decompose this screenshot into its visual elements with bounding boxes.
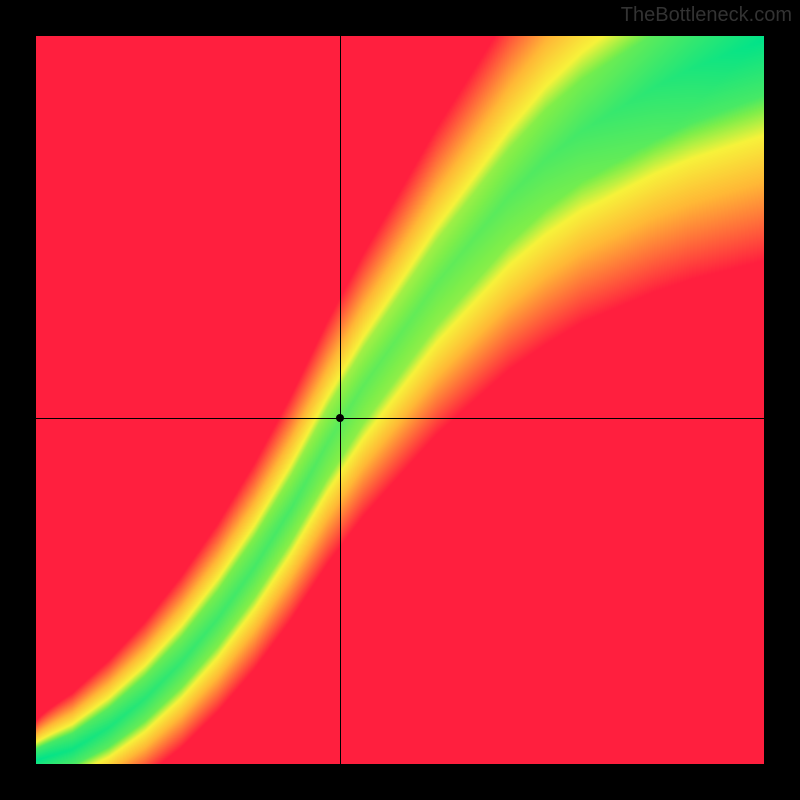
chart-container: TheBottleneck.com: [0, 0, 800, 800]
plot-area: [36, 36, 764, 764]
crosshair-horizontal: [36, 418, 764, 419]
crosshair-vertical: [340, 36, 341, 764]
marker-dot: [336, 414, 344, 422]
watermark-text: TheBottleneck.com: [621, 4, 792, 27]
heatmap-canvas: [36, 36, 764, 764]
